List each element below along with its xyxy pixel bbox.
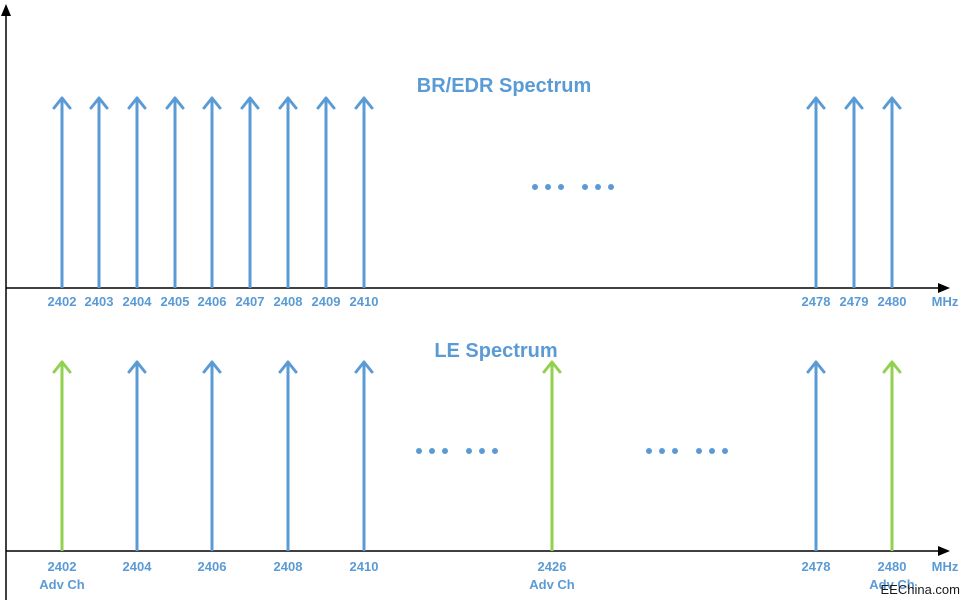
bredr-tick-label: 2409	[312, 294, 341, 309]
bredr-arrow-2407	[240, 96, 260, 288]
le-tick-label: 2426	[538, 559, 567, 574]
le-tick-label: 2404	[123, 559, 153, 574]
bredr-x-axis-arrowhead	[938, 283, 950, 293]
bredr-tick-label: 2480	[878, 294, 907, 309]
bredr-arrow-2410	[354, 96, 374, 288]
le-ellipsis-2: ... ...	[646, 448, 728, 454]
bredr-arrow-2409	[316, 96, 336, 288]
bredr-tick-label: 2405	[161, 294, 190, 309]
y-axis-arrowhead	[1, 4, 11, 16]
le-tick-label: 2408	[274, 559, 303, 574]
le-tick-label: 2480	[878, 559, 907, 574]
le-tick-label: 2478	[802, 559, 831, 574]
bredr-arrow-2405	[165, 96, 185, 288]
le-unit-label: MHz	[932, 559, 959, 574]
le-arrow-2404	[127, 360, 147, 551]
le-title: LE Spectrum	[434, 340, 557, 362]
le-adv-sublabel: Adv Ch	[869, 577, 915, 592]
le-tick-label: 2410	[350, 559, 379, 574]
bredr-unit-label: MHz	[932, 294, 959, 309]
le-arrow-2406	[202, 360, 222, 551]
le-x-axis-arrowhead	[938, 546, 950, 556]
le-arrow-2402	[52, 360, 72, 551]
bredr-arrow-2406	[202, 96, 222, 288]
bredr-arrow-2479	[844, 96, 864, 288]
le-ellipsis-1: ... ...	[416, 448, 498, 454]
le-arrow-2478	[806, 360, 826, 551]
bredr-tick-label: 2406	[198, 294, 227, 309]
bredr-tick-label: 2407	[236, 294, 265, 309]
watermark: EEChina.com	[881, 582, 960, 597]
le-arrow-2410	[354, 360, 374, 551]
bredr-arrow-2404	[127, 96, 147, 288]
bredr-tick-label: 2403	[85, 294, 114, 309]
bredr-arrow-2403	[89, 96, 109, 288]
bredr-tick-label: 2402	[48, 294, 77, 309]
le-adv-sublabel: Adv Ch	[529, 577, 575, 592]
bredr-arrow-2480	[882, 96, 902, 288]
bredr-tick-label: 2404	[123, 294, 153, 309]
le-arrow-2480	[882, 360, 902, 551]
bredr-title: BR/EDR Spectrum	[417, 75, 591, 97]
bredr-tick-label: 2478	[802, 294, 831, 309]
bredr-ellipsis: ... ...	[532, 184, 614, 190]
bredr-tick-label: 2408	[274, 294, 303, 309]
le-adv-sublabel: Adv Ch	[39, 577, 85, 592]
bredr-tick-label: 2410	[350, 294, 379, 309]
bredr-arrow-2478	[806, 96, 826, 288]
le-arrow-2426	[542, 360, 562, 551]
bredr-tick-label: 2479	[840, 294, 869, 309]
le-tick-label: 2406	[198, 559, 227, 574]
bredr-arrow-2402	[52, 96, 72, 288]
bredr-channel-arrows: 2402 2403 2404 2405 2406 2407 2408 2409 2410 2478…	[48, 96, 907, 309]
le-channel-arrows: 2402 Adv Ch 2404 2406 2408 2410 2426 Adv Ch 2478…	[39, 360, 915, 592]
le-arrow-2408	[278, 360, 298, 551]
le-tick-label: 2402	[48, 559, 77, 574]
bredr-arrow-2408	[278, 96, 298, 288]
